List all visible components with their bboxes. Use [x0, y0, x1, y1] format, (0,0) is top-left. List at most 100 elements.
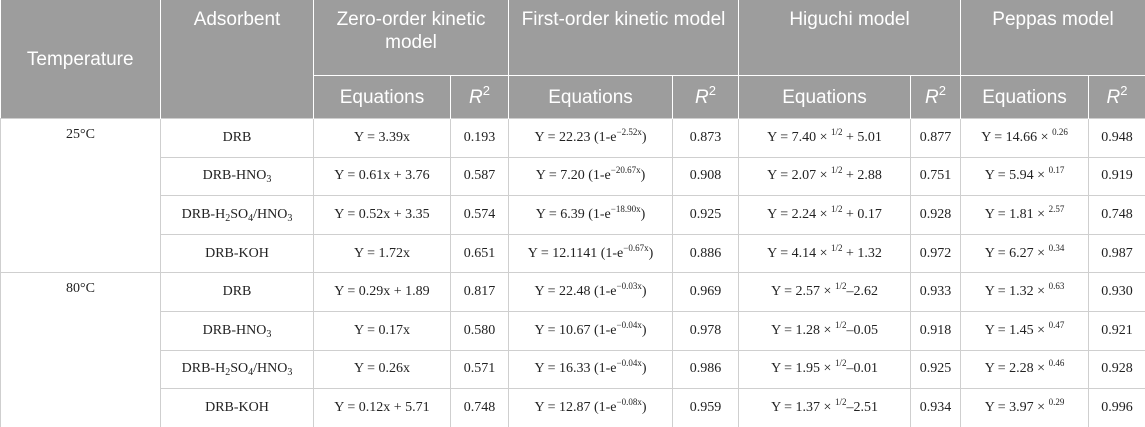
equation-cell: Y = 3.39x: [313, 118, 451, 158]
text-run: + 2.88: [842, 168, 882, 184]
r2-cell: 0.986: [672, 349, 740, 390]
adsorbent-cell: DRB-H2SO4/HNO3: [160, 195, 314, 235]
r-symbol: R: [1106, 86, 1121, 108]
superscript: −20.67x: [610, 165, 641, 176]
text-run: ): [640, 206, 646, 222]
text-run: Y = 2.57 ×: [771, 284, 835, 300]
equation-cell: Y = 0.61x + 3.76: [313, 156, 451, 197]
data-row: DRB-H2SO4/HNO3 Y = 0.26x 0.571 Y = 16.33 (1…: [1, 349, 1145, 390]
r2-cell: 0.925: [910, 349, 962, 390]
data-row: DRB-KOH Y = 0.12x + 5.71 0.748 Y = 12.87 (1…: [1, 388, 1145, 427]
text-run: –0.05: [846, 322, 878, 338]
text-run: Y = 0.12x + 5.71: [334, 399, 430, 415]
superscript: 2: [1120, 82, 1128, 98]
r2-cell: 0.928: [1088, 349, 1145, 390]
adsorbent-cell: DRB: [160, 118, 314, 158]
equations-header: Equations: [508, 75, 674, 119]
text-run: Y = 5.94 ×: [984, 168, 1049, 184]
superscript: 0.29: [1048, 396, 1065, 407]
text-run: ): [640, 168, 646, 184]
subscript: 3: [266, 174, 272, 186]
equation-cell: Y = 12.1141 (1-e−0.67x): [508, 233, 674, 274]
superscript: 1/2: [834, 281, 847, 292]
text-run: Y = 0.29x + 1.89: [334, 284, 430, 300]
text-run: Y = 1.81 ×: [984, 206, 1049, 222]
superscript: −0.04x: [616, 319, 642, 330]
subscript: 2: [225, 367, 231, 379]
equation-cell: Y = 0.26x: [313, 349, 451, 390]
r2-cell: 0.651: [449, 233, 510, 274]
r-symbol: R: [925, 86, 939, 108]
superscript: 2: [938, 82, 946, 98]
text-run: /HNO: [253, 361, 288, 377]
r2-cell: 0.934: [910, 388, 962, 427]
equation-cell: Y = 22.23 (1-e−2.52x): [508, 118, 674, 158]
superscript: 0.34: [1048, 242, 1065, 253]
text-run: Y = 7.40 ×: [767, 129, 831, 145]
equation-cell: Y = 1.72x: [313, 233, 451, 274]
r2-cell: 0.933: [910, 272, 962, 312]
data-row: DRB-H2SO4/HNO3 Y = 0.52x + 3.35 0.574 Y = 6…: [1, 195, 1145, 235]
superscript: −0.03x: [616, 281, 642, 292]
text-run: DRB: [222, 284, 252, 300]
adsorbent-cell: DRB-H2SO4/HNO3: [160, 349, 314, 390]
text-run: DRB-HNO: [202, 168, 267, 184]
text-run: Y = 10.67 (1-e: [534, 322, 617, 338]
r2-cell: 0.877: [910, 118, 962, 158]
model-header: Higuchi model: [738, 0, 962, 76]
text-run: DRB-KOH: [205, 245, 269, 261]
table-header: Temperature Adsorbent Zero-order kinetic m…: [0, 0, 1145, 119]
text-run: Y = 4.14 ×: [767, 245, 831, 261]
text-run: SO: [230, 361, 249, 377]
r2-cell: 0.928: [910, 195, 962, 235]
superscript: −0.67x: [623, 242, 649, 253]
text-run: Y = 1.32 ×: [984, 284, 1049, 300]
adsorbent-header: Adsorbent: [160, 0, 314, 119]
text-run: ): [641, 129, 647, 145]
table-body: 25°C DRB Y = 3.39x 0.193 Y = 22.23 (1-e−2.52…: [0, 117, 1145, 427]
temperature-cell: 80°C: [0, 272, 161, 427]
text-run: + 5.01: [842, 129, 882, 145]
text-run: Y = 2.07 ×: [767, 168, 831, 184]
subscript: 3: [287, 367, 293, 379]
adsorbent-cell: DRB-HNO3: [160, 310, 314, 351]
text-run: Y = 0.61x + 3.76: [334, 168, 430, 184]
data-row: DRB-KOH Y = 1.72x 0.651 Y = 12.1141 (1-e−0.…: [1, 233, 1145, 274]
text-run: Y = 12.1141 (1-e: [527, 245, 624, 261]
r2-cell: 0.748: [449, 388, 510, 427]
r-symbol: R: [469, 86, 483, 108]
r2-cell: 0.908: [672, 156, 740, 197]
header-row: Temperature Adsorbent Zero-order kinetic m…: [0, 0, 1145, 119]
superscript: −18.90x: [610, 203, 641, 214]
text-run: + 1.32: [842, 245, 882, 261]
model-header: Peppas model: [960, 0, 1145, 76]
text-run: Y = 0.52x + 3.35: [334, 206, 430, 222]
superscript: 0.26: [1052, 126, 1068, 137]
text-run: SO: [230, 206, 249, 222]
text-run: Y = 6.27 ×: [984, 245, 1049, 261]
r2-cell: 0.972: [910, 233, 962, 274]
text-run: ): [641, 322, 647, 338]
equations-header: Equations: [313, 75, 451, 119]
equations-header: Equations: [960, 75, 1090, 119]
r2-cell: 0.886: [672, 233, 740, 274]
r2-cell: 0.925: [672, 195, 740, 235]
equation-cell: Y = 5.94 × 0.17: [960, 156, 1090, 197]
r2-cell: 0.930: [1088, 272, 1145, 312]
equation-cell: Y = 0.52x + 3.35: [313, 195, 451, 235]
equation-cell: Y = 4.14 × 1/2 + 1.32: [738, 233, 912, 274]
adsorbent-cell: DRB: [160, 272, 314, 312]
equation-cell: Y = 1.81 × 2.57: [960, 195, 1090, 235]
superscript: −0.04x: [616, 358, 642, 369]
adsorbent-cell: DRB-KOH: [160, 233, 314, 274]
text-run: ): [641, 284, 647, 300]
r2-cell: 0.587: [449, 156, 510, 197]
equation-cell: Y = 1.45 × 0.47: [960, 310, 1090, 351]
text-run: ): [641, 361, 647, 377]
superscript: 1/2: [831, 126, 843, 137]
r2-cell: 0.948: [1088, 118, 1145, 158]
equation-cell: Y = 12.87 (1-e−0.08x): [508, 388, 674, 427]
subscript: 4: [248, 367, 254, 379]
